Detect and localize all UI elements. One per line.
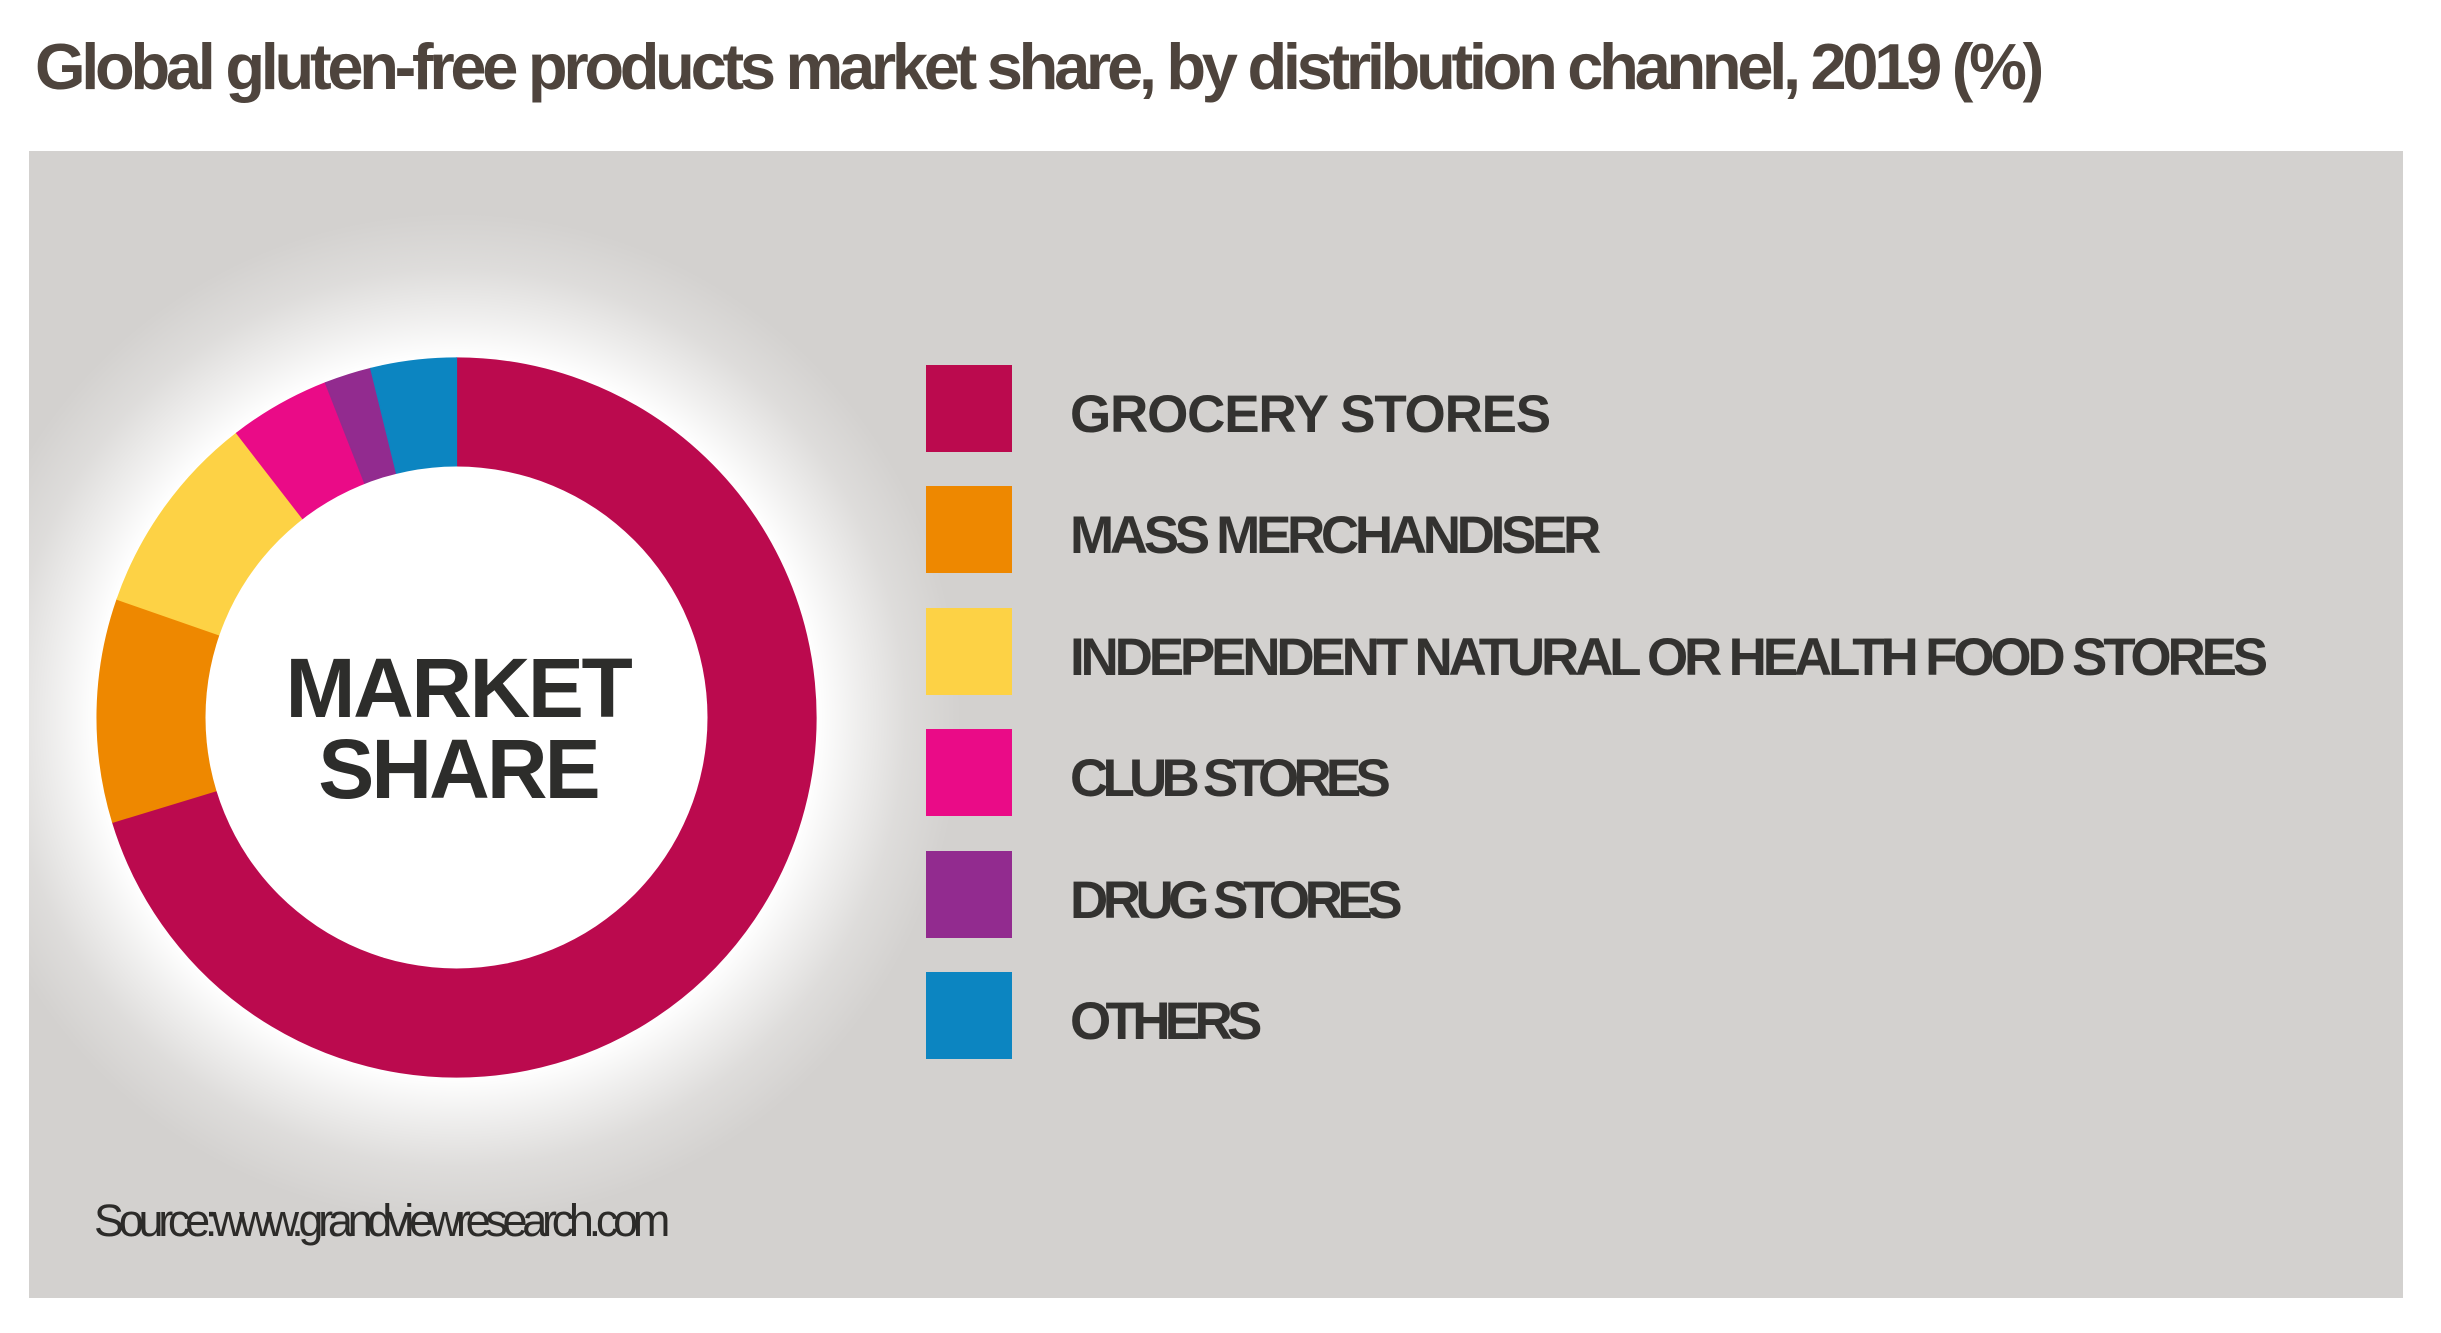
svg-text:SHARE: SHARE [318, 722, 598, 816]
svg-text:MARKET: MARKET [286, 641, 633, 735]
